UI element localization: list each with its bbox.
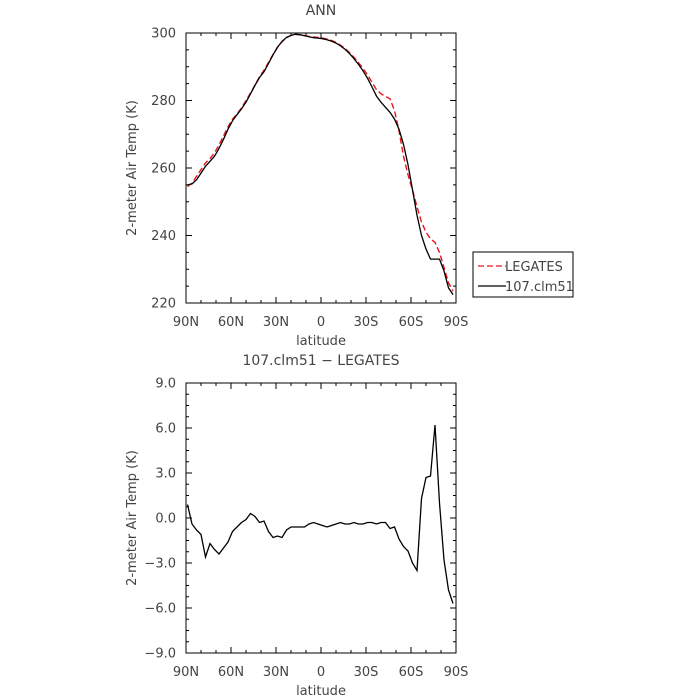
y-axis-label: 2-meter Air Temp (K) <box>125 100 140 236</box>
x-tick-label: 60S <box>399 665 424 680</box>
legend: LEGATES 107.clm51 <box>472 251 574 298</box>
y-tick-label: 3.0 <box>155 467 176 482</box>
x-tick-label: 90N <box>173 665 199 680</box>
legend-label: LEGATES <box>505 260 563 275</box>
y-tick-label: 260 <box>151 162 176 177</box>
plot-frame <box>185 382 457 654</box>
legend-box <box>472 251 574 298</box>
x-tick-label: 30N <box>263 315 289 330</box>
chart-panel-2: 107.clm51 − LEGATES 90N 60N 30N 0 30S 60S 90S −9… <box>125 353 468 699</box>
x-tick-label: 60N <box>218 315 244 330</box>
x-tick-label: 60N <box>218 665 244 680</box>
series-line-legates <box>187 33 454 292</box>
x-tick-label: 90S <box>444 315 469 330</box>
x-tick-label: 0 <box>317 665 325 680</box>
x-tick-label: 0 <box>317 315 325 330</box>
y-tick-label: 6.0 <box>155 422 176 437</box>
chart-title: ANN <box>306 3 337 19</box>
x-axis-label: latitude <box>296 334 346 349</box>
y-tick-label: 9.0 <box>155 377 176 392</box>
x-tick-label: 90S <box>444 665 469 680</box>
y-axis-label: 2-meter Air Temp (K) <box>125 450 140 586</box>
y-tick-label: −9.0 <box>144 647 176 662</box>
x-tick-label: 30S <box>354 315 379 330</box>
x-tick-label: 90N <box>173 315 199 330</box>
y-tick-label: 300 <box>151 27 176 42</box>
x-axis-label: latitude <box>296 684 346 699</box>
x-tick-label: 30S <box>354 665 379 680</box>
y-tick-label: 280 <box>151 94 176 109</box>
y-tick-label: 0.0 <box>155 512 176 527</box>
series-line-107-clm51 <box>187 33 454 295</box>
chart-title: 107.clm51 − LEGATES <box>242 353 399 369</box>
x-tick-label: 30N <box>263 665 289 680</box>
y-tick-label: −6.0 <box>144 602 176 617</box>
y-tick-label: 240 <box>151 229 176 244</box>
y-tick-label: 220 <box>151 297 176 312</box>
y-tick-label: −3.0 <box>144 557 176 572</box>
x-tick-label: 60S <box>399 315 424 330</box>
plot-frame <box>185 32 457 304</box>
legend-label: 107.clm51 <box>505 280 574 295</box>
chart-panel-1: ANN 90N 60N 30N 0 30S 60S 90S 220 240 260 280 300 lat… <box>125 3 574 349</box>
series-line-difference <box>186 424 454 604</box>
